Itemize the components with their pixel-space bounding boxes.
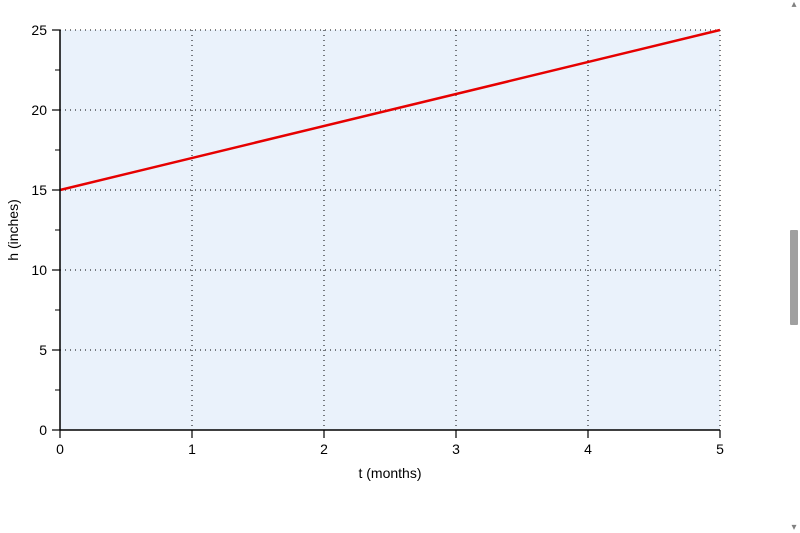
y-tick-label: 10 — [31, 262, 47, 278]
y-tick-label: 0 — [39, 422, 47, 438]
plot-area — [60, 30, 720, 430]
x-tick-label: 3 — [452, 441, 460, 457]
x-tick-label: 2 — [320, 441, 328, 457]
y-tick-label: 5 — [39, 342, 47, 358]
scroll-down-arrow-icon[interactable]: ▾ — [790, 524, 798, 532]
y-tick-label: 25 — [31, 22, 47, 38]
x-tick-label: 5 — [716, 441, 724, 457]
line-chart: 0 1 2 3 4 5 0 5 10 15 20 25 t (months) h (inches) — [0, 0, 800, 533]
y-axis-label: h (inches) — [5, 199, 21, 260]
x-axis-label: t (months) — [358, 465, 421, 481]
x-tick-label: 0 — [56, 441, 64, 457]
scrollbar-track[interactable] — [790, 0, 798, 533]
scrollbar-thumb[interactable] — [790, 230, 798, 325]
y-tick-label: 20 — [31, 102, 47, 118]
x-tick-label: 1 — [188, 441, 196, 457]
chart-container: 0 1 2 3 4 5 0 5 10 15 20 25 t (months) h (inches) — [0, 0, 800, 533]
y-tick-label: 15 — [31, 182, 47, 198]
x-tick-label: 4 — [584, 441, 592, 457]
